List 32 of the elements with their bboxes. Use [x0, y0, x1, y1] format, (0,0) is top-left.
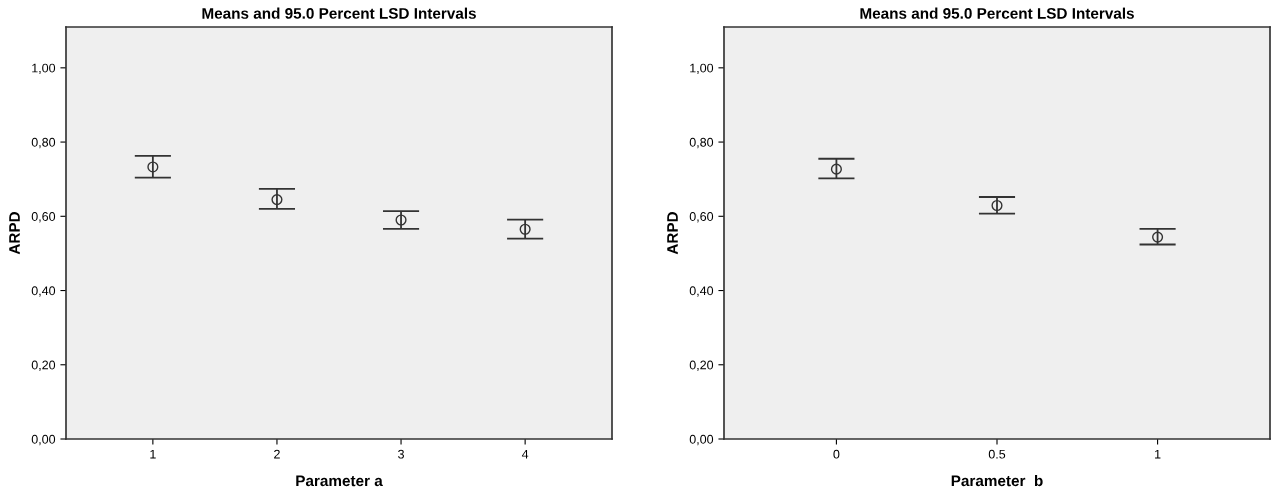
chart-title: Means and 95.0 Percent LSD Intervals — [860, 7, 1134, 19]
y-tick-label: 0,80 — [689, 137, 714, 149]
y-tick-label: 1,00 — [32, 63, 56, 74]
point — [830, 163, 842, 175]
x-tick-label: 1 — [150, 449, 156, 459]
x-tick-label: 0 — [833, 449, 840, 459]
y-tick-label: 1,00 — [690, 63, 714, 74]
x-tick-label: 2 — [274, 449, 280, 459]
y-axis-title: ARPD — [9, 212, 20, 255]
chart-title: Means and 95.0 Percent LSD Intervals — [202, 7, 476, 19]
point — [991, 199, 1003, 212]
y-tick-label: 0,80 — [31, 137, 56, 149]
x-tick-label: 4 — [521, 449, 529, 459]
y-tick-label: 0,00 — [689, 434, 714, 446]
y-tick-label: 0,40 — [689, 286, 714, 297]
point — [271, 194, 283, 206]
y-tick-label: 0,60 — [689, 212, 714, 223]
point — [395, 214, 407, 226]
point — [1152, 231, 1164, 243]
x-tick-label: 1 — [1155, 449, 1161, 459]
y-tick-label: 0,60 — [31, 212, 56, 223]
point — [147, 161, 159, 173]
x-axis-title: Parameter a — [296, 475, 383, 487]
y-tick-label: 0,20 — [689, 360, 714, 371]
x-tick-label: 3 — [398, 449, 404, 459]
x-tick-label: 0.5 — [988, 449, 1006, 459]
point — [519, 223, 531, 235]
y-axis-title: ARPD — [667, 212, 678, 255]
x-axis-title: Parameter b — [951, 474, 1043, 487]
y-tick-label: 0,00 — [31, 434, 56, 446]
y-tick-label: 0,40 — [31, 286, 56, 297]
y-tick-label: 0,20 — [31, 360, 56, 371]
